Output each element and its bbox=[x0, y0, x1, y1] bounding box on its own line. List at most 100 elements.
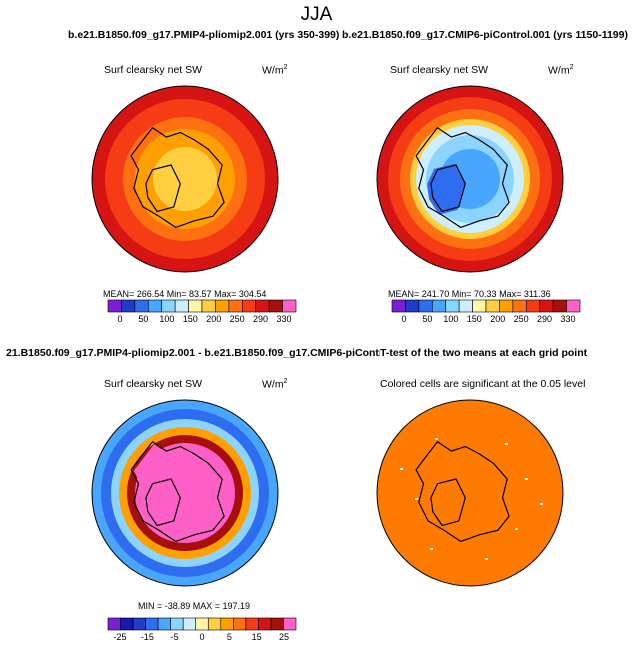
colorbar-tick-label: 290 bbox=[537, 314, 553, 324]
map-boundary bbox=[91, 399, 279, 587]
colorbar-segment bbox=[145, 617, 159, 631]
colorbar-tick-label: 15 bbox=[251, 632, 262, 642]
colorbar-segment bbox=[121, 299, 136, 313]
colorbar-segment bbox=[445, 299, 460, 313]
colorbar-segment bbox=[107, 617, 121, 631]
colorbar-tick-label: 150 bbox=[182, 314, 198, 324]
colorbar-segment bbox=[282, 299, 297, 313]
colorbar-segment bbox=[161, 299, 176, 313]
colorbar-tick-label: 50 bbox=[422, 314, 433, 324]
colorbar-tick-label: -15 bbox=[140, 632, 154, 642]
colorbar-segment bbox=[147, 299, 163, 313]
colorbar-difference bbox=[107, 617, 297, 631]
colorbar-segment bbox=[174, 299, 189, 313]
colorbar-segment bbox=[391, 299, 406, 313]
map-boundary bbox=[376, 85, 564, 273]
colorbar-segment bbox=[132, 617, 146, 631]
colorbar-segment bbox=[405, 299, 420, 313]
plot-label-ttest: Colored cells are significant at the 0.0… bbox=[380, 378, 586, 390]
figure-title: JJA bbox=[300, 4, 333, 25]
plot-label-picontrol: Surf clearsky net SW bbox=[390, 64, 489, 76]
stats-pliomip: MEAN= 266.54 Min= 83.57 Max= 304.54 bbox=[103, 289, 267, 299]
run-title-ttest: T-test of the two means at each grid poi… bbox=[380, 347, 588, 359]
contour-band bbox=[153, 147, 217, 211]
colorbar-segment bbox=[485, 299, 500, 313]
plot-label-difference: Surf clearsky net SW bbox=[104, 378, 203, 390]
map-pliomip bbox=[91, 85, 279, 273]
greenland-coastline bbox=[430, 164, 466, 213]
run-title-picontrol: b.e21.B1850.f09_g17.CMIP6-piControl.001 … bbox=[342, 29, 628, 41]
insignificant-cell bbox=[525, 478, 528, 480]
colorbar-segment bbox=[241, 299, 257, 313]
colorbar-tick-label: -5 bbox=[170, 632, 179, 642]
colorbar-tick-label: 200 bbox=[490, 314, 506, 324]
colorbar-segment bbox=[245, 617, 259, 631]
map-ttest bbox=[376, 399, 564, 587]
colorbar-tick-label: 0 bbox=[199, 632, 205, 642]
coastline bbox=[415, 126, 510, 229]
plot-label-pliomip: Surf clearsky net SW bbox=[104, 64, 203, 76]
greenland-coastline bbox=[430, 478, 466, 527]
insignificant-cell bbox=[400, 468, 403, 470]
greenland-coastline bbox=[145, 478, 181, 527]
coastline bbox=[130, 440, 225, 543]
colorbar-segment bbox=[120, 617, 134, 631]
colorbar-segment bbox=[472, 299, 487, 313]
coastline bbox=[415, 440, 510, 543]
colorbar-segment bbox=[170, 617, 184, 631]
insignificant-cell bbox=[430, 548, 433, 550]
colorbar-segment bbox=[134, 299, 149, 313]
colorbar-segment bbox=[255, 299, 270, 313]
colorbar-tick-label: 250 bbox=[513, 314, 529, 324]
colorbar-segment bbox=[283, 617, 297, 631]
map-boundary bbox=[91, 85, 279, 273]
colorbar-tick-label: 250 bbox=[229, 314, 245, 324]
colorbar-segment bbox=[107, 299, 122, 313]
colorbar-tick-label: 200 bbox=[206, 314, 222, 324]
colorbar-segment bbox=[157, 617, 171, 631]
map-difference bbox=[91, 399, 279, 587]
colorbar-segment bbox=[258, 617, 272, 631]
colorbar-tick-label: 330 bbox=[560, 314, 576, 324]
colorbar-tick-label: 5 bbox=[226, 632, 232, 642]
insignificant-cell bbox=[505, 443, 508, 445]
colorbar-pliomip bbox=[107, 299, 297, 313]
colorbar-segment bbox=[499, 299, 514, 313]
unit-pliomip: W/m2 bbox=[262, 64, 288, 77]
colorbar-tick-label: 100 bbox=[159, 314, 175, 324]
colorbar-segment bbox=[512, 299, 527, 313]
colorbar-segment bbox=[268, 299, 283, 313]
contour-band bbox=[377, 400, 563, 586]
colorbar-tick-label: 290 bbox=[253, 314, 269, 324]
colorbar-segment bbox=[458, 299, 473, 313]
colorbar-tick-label: 330 bbox=[276, 314, 292, 324]
colorbar-tick-label: 0 bbox=[117, 314, 123, 324]
map-boundary bbox=[376, 399, 564, 587]
colorbar-segment bbox=[418, 299, 433, 313]
greenland-coastline bbox=[145, 164, 181, 213]
colorbar-segment bbox=[220, 617, 234, 631]
colorbar-segment bbox=[233, 617, 247, 631]
stats-difference: MIN = -38.89 MAX = 197.19 bbox=[138, 601, 251, 611]
colorbar-tick-label: 50 bbox=[138, 314, 149, 324]
colorbar-segment bbox=[188, 299, 203, 313]
unit-difference: W/m2 bbox=[262, 378, 288, 391]
colorbar-segment bbox=[539, 299, 554, 313]
colorbar-segment bbox=[201, 299, 216, 313]
colorbar-tick-label: 25 bbox=[278, 632, 289, 642]
colorbar-segment bbox=[215, 299, 230, 313]
colorbar-segment bbox=[566, 299, 581, 313]
map-picontrol bbox=[376, 85, 564, 273]
colorbar-segment bbox=[431, 299, 447, 313]
colorbar-segment bbox=[228, 299, 243, 313]
unit-picontrol: W/m2 bbox=[548, 64, 574, 77]
insignificant-cell bbox=[485, 558, 488, 560]
colorbar-segment bbox=[270, 617, 284, 631]
colorbar-tick-label: -25 bbox=[113, 632, 127, 642]
colorbar-segment bbox=[182, 617, 197, 631]
colorbar-segment bbox=[207, 617, 222, 631]
insignificant-cell bbox=[515, 528, 518, 530]
coastline bbox=[130, 126, 225, 229]
run-title-difference: 21.B1850.f09_g17.PMIP4-pliomip2.001 - b.… bbox=[6, 347, 413, 359]
insignificant-cell bbox=[435, 438, 438, 440]
